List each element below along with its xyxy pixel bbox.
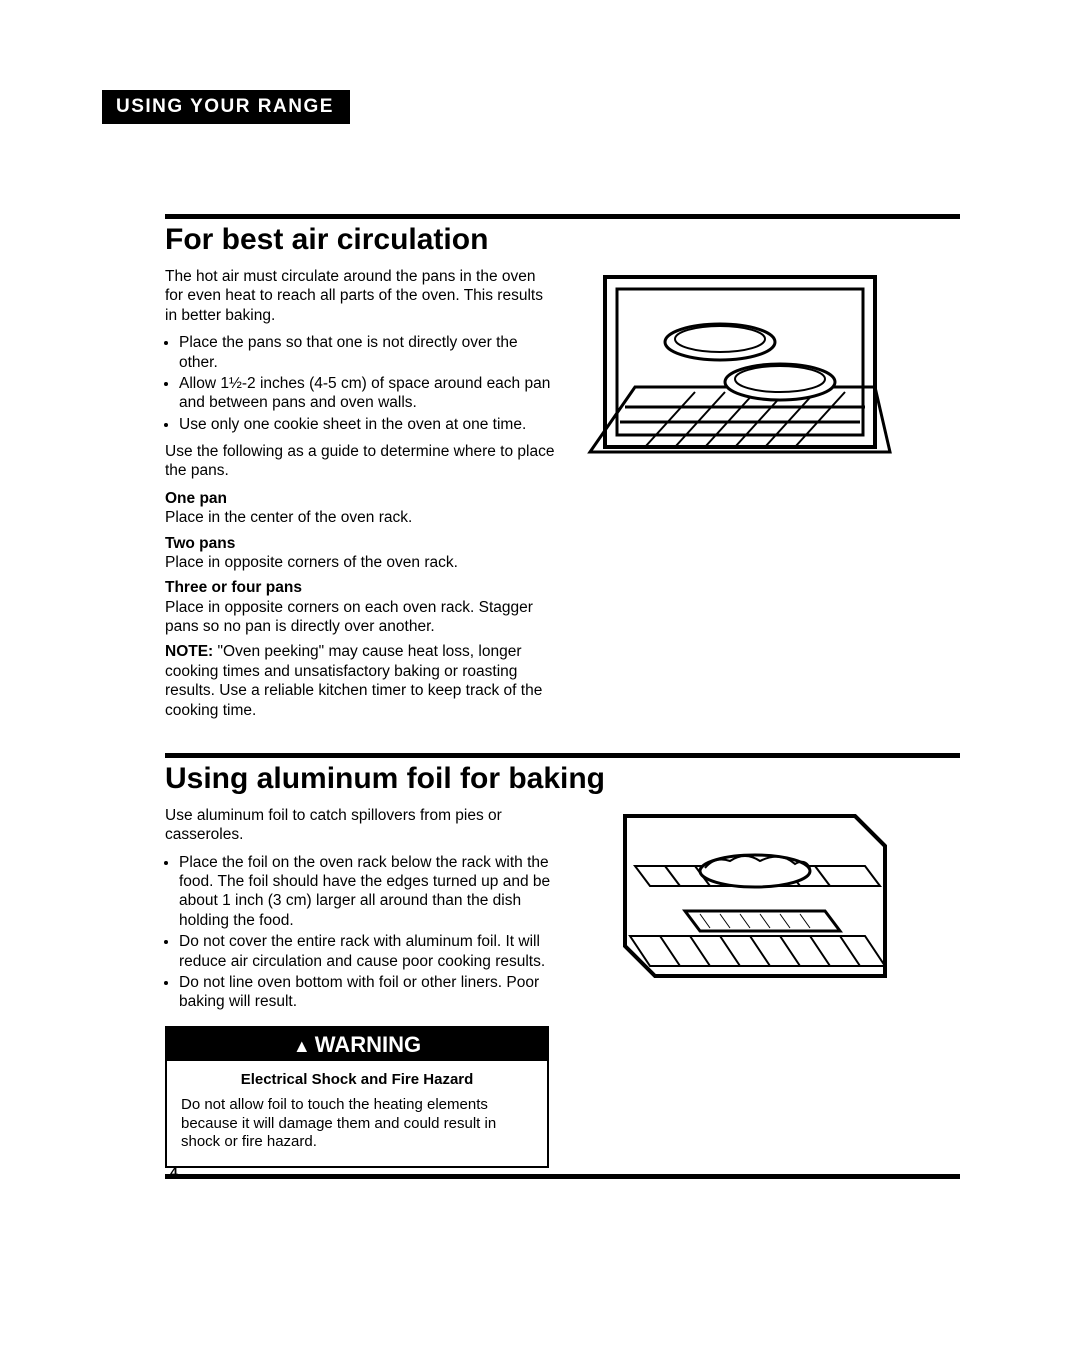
warning-body-text: Do not allow foil to touch the heating e…: [181, 1096, 533, 1152]
bullet-list: Place the pans so that one is not direct…: [165, 333, 555, 434]
pan-desc: Place in the center of the oven rack.: [165, 508, 555, 527]
oven-pans-illustration: [585, 267, 895, 487]
section-air-circulation: For best air circulation The hot air mus…: [120, 214, 960, 728]
pan-desc: Place in opposite corners on each oven r…: [165, 598, 555, 637]
intro-text: Use aluminum foil to catch spillovers fr…: [165, 806, 555, 845]
pan-title: Two pans: [165, 534, 555, 553]
warning-box: WARNING Electrical Shock and Fire Hazard…: [165, 1026, 549, 1169]
warning-subtitle: Electrical Shock and Fire Hazard: [181, 1071, 533, 1090]
section-title: For best air circulation: [165, 223, 960, 257]
section2-illustration: [585, 806, 960, 1168]
bullet-item: Use only one cookie sheet in the oven at…: [179, 415, 555, 434]
pan-desc: Place in opposite corners of the oven ra…: [165, 553, 555, 572]
section-rule: [165, 214, 960, 219]
page-number: 4: [170, 1164, 178, 1180]
section1-text: The hot air must circulate around the pa…: [165, 267, 555, 728]
intro-text: The hot air must circulate around the pa…: [165, 267, 555, 325]
bullet-item: Do not line oven bottom with foil or oth…: [179, 973, 555, 1012]
header-bar: USING YOUR RANGE: [102, 90, 350, 124]
section-rule: [165, 1174, 960, 1179]
section1-illustration: [585, 267, 960, 728]
section-title: Using aluminum foil for baking: [165, 762, 960, 796]
bullet-list: Place the foil on the oven rack below th…: [165, 853, 555, 1012]
pan-title: Three or four pans: [165, 578, 555, 597]
section2-text: Use aluminum foil to catch spillovers fr…: [165, 806, 555, 1168]
bullet-item: Place the foil on the oven rack below th…: [179, 853, 555, 931]
section-rule: [165, 753, 960, 758]
bullet-item: Allow 1½-2 inches (4-5 cm) of space arou…: [179, 374, 555, 413]
bullet-item: Do not cover the entire rack with alumin…: [179, 932, 555, 971]
note-text: NOTE: "Oven peeking" may cause heat loss…: [165, 642, 555, 720]
section-aluminum-foil: Using aluminum foil for baking Use alumi…: [120, 753, 960, 1179]
pan-title: One pan: [165, 489, 555, 508]
bullet-item: Place the pans so that one is not direct…: [179, 333, 555, 372]
guide-intro: Use the following as a guide to determin…: [165, 442, 555, 481]
oven-foil-illustration: [585, 806, 895, 1026]
warning-header: WARNING: [167, 1028, 547, 1062]
